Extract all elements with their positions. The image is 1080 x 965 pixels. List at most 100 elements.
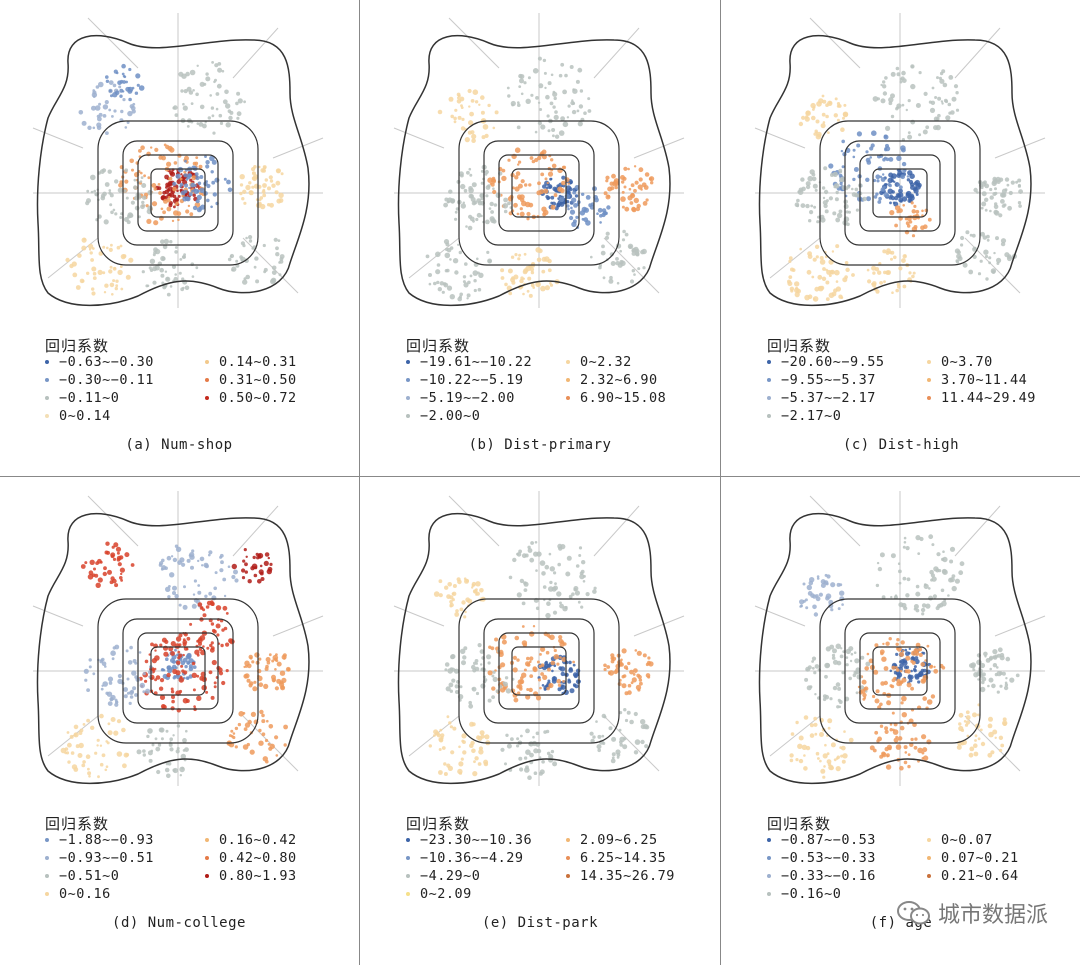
sample-point (902, 660, 908, 666)
sample-point (877, 270, 882, 275)
sample-point (615, 257, 619, 261)
sample-point (559, 601, 562, 605)
sample-point (443, 762, 447, 766)
sample-point (572, 660, 575, 664)
sample-point (536, 660, 540, 664)
road-line (754, 605, 806, 627)
sample-point (906, 577, 911, 582)
sample-point (840, 745, 846, 751)
legend-swatch (205, 378, 209, 382)
sample-point (229, 638, 235, 645)
sample-point (516, 744, 520, 748)
sample-point (472, 89, 479, 95)
sample-point (981, 201, 987, 207)
legend-label: 6.25~14.35 (580, 850, 667, 866)
sample-point (569, 209, 576, 215)
sample-point (622, 744, 628, 750)
sample-point (886, 700, 892, 706)
sample-point (153, 667, 157, 671)
sample-point (487, 698, 492, 703)
sample-point (888, 97, 894, 103)
sample-point (265, 657, 271, 662)
sample-point (545, 729, 550, 734)
sample-point (206, 198, 210, 203)
sample-point (150, 642, 154, 647)
sample-point (913, 607, 917, 611)
sample-point (69, 734, 74, 739)
sample-point (464, 578, 469, 584)
sample-point (816, 575, 820, 578)
sample-point (166, 672, 171, 678)
sample-point (105, 131, 109, 135)
sample-point (557, 562, 561, 567)
sample-point (826, 752, 830, 756)
legend-item: −23.30~−10.36 (406, 831, 532, 849)
ring-road (483, 618, 595, 724)
sample-point (875, 174, 881, 180)
sample-point (500, 276, 505, 280)
sample-point (184, 189, 188, 194)
sample-point (836, 705, 840, 709)
sample-point (950, 110, 955, 115)
sample-point (146, 218, 152, 224)
legend-item: 0.31~0.50 (205, 371, 297, 389)
sample-point (834, 197, 839, 202)
sample-point (162, 668, 166, 672)
sample-point (210, 622, 215, 626)
sample-point (842, 111, 849, 117)
sample-point (435, 251, 441, 258)
sample-point (219, 568, 224, 573)
legend-swatch (927, 856, 931, 860)
sample-point (223, 177, 227, 181)
sample-point (796, 198, 800, 203)
legend-label: 14.35~26.79 (580, 868, 675, 884)
sample-point (177, 650, 181, 654)
sample-point (876, 561, 880, 565)
sample-point (824, 743, 827, 747)
sample-point (259, 571, 264, 576)
sample-point (125, 649, 129, 653)
sample-point (279, 254, 285, 259)
legend-item: −10.22~−5.19 (406, 371, 532, 389)
sample-point (480, 181, 484, 185)
sample-point (896, 155, 902, 161)
sample-point (199, 556, 205, 562)
sample-point (885, 143, 889, 148)
sample-point (619, 740, 623, 744)
beijing-map (754, 491, 1046, 786)
legend-swatch (767, 414, 771, 418)
sample-point (191, 175, 197, 181)
sample-point (184, 159, 187, 163)
sample-point (490, 646, 495, 651)
sample-point (134, 661, 138, 665)
sample-point (839, 170, 843, 174)
sample-point (483, 759, 489, 765)
sample-point (982, 235, 987, 240)
sample-point (827, 762, 832, 767)
sample-point (113, 69, 118, 74)
sample-point (204, 594, 208, 598)
sample-point (977, 678, 980, 681)
sample-point (812, 604, 817, 610)
sample-point (878, 196, 882, 201)
sample-point (822, 775, 826, 779)
sample-point (192, 593, 196, 596)
sample-point (215, 623, 221, 629)
outer-boundary (36, 513, 310, 785)
sample-point (910, 669, 913, 673)
sample-point (119, 576, 123, 580)
sample-point (605, 231, 610, 236)
sample-point (151, 183, 157, 188)
legend-swatch (566, 856, 570, 860)
sample-point (263, 166, 267, 170)
sample-point (536, 748, 542, 754)
sample-point (882, 173, 885, 176)
sample-point (132, 686, 137, 691)
sample-point (954, 578, 960, 584)
sample-point (484, 734, 490, 740)
sample-point (869, 745, 875, 751)
sample-point (900, 701, 904, 705)
sample-point (874, 643, 879, 648)
sample-point (249, 749, 255, 755)
sample-point (172, 186, 177, 192)
